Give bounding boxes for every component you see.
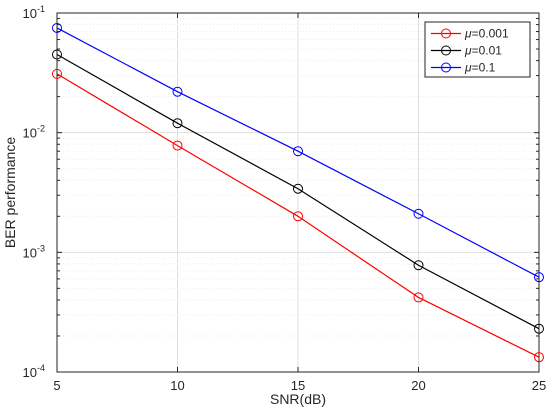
y-tick-label: 10-4 (23, 363, 45, 380)
data-point (172, 140, 183, 151)
data-point (52, 49, 62, 60)
y-tick-label: 10-3 (23, 243, 45, 260)
series (52, 22, 544, 363)
legend-item: μ=0.1 (431, 61, 496, 75)
data-point (413, 292, 424, 303)
legend-marker (441, 62, 451, 73)
data-point (534, 323, 544, 334)
series-2 (52, 49, 544, 334)
x-tick-label: 20 (411, 378, 425, 393)
data-point (413, 208, 424, 219)
legend-label: μ=0.001 (464, 27, 509, 41)
tick-labels: 5 10 15 20 25 10-1 10-2 10-3 10-4 (23, 4, 547, 393)
data-point (293, 211, 303, 222)
legend-item: μ=0.001 (431, 27, 509, 41)
data-point (534, 272, 544, 283)
data-point (52, 22, 62, 33)
data-point (293, 183, 303, 194)
legend-label: μ=0.1 (464, 61, 496, 75)
data-point (413, 260, 424, 271)
series-line (56, 73, 540, 358)
x-tick-label: 15 (291, 378, 305, 393)
legend: μ=0.001 μ=0.01 μ=0.1 (424, 21, 531, 78)
x-tick-label: 5 (53, 378, 60, 393)
legend-marker (441, 28, 451, 39)
series-3 (52, 22, 544, 283)
series-line (56, 27, 540, 278)
y-axis-label: BER performance (2, 137, 18, 248)
data-point (52, 68, 62, 79)
grid (57, 13, 539, 372)
series-line (56, 53, 540, 330)
x-tick-label: 10 (170, 378, 184, 393)
legend-marker (441, 45, 451, 56)
legend-item: μ=0.01 (431, 44, 502, 58)
x-axis-label: SNR(dB) (270, 391, 326, 407)
data-point (293, 146, 303, 157)
legend-label: μ=0.01 (464, 44, 502, 58)
ticks (56, 12, 540, 373)
series-1 (52, 68, 544, 363)
data-point (172, 86, 183, 97)
data-point (534, 352, 544, 363)
y-tick-label: 10-1 (23, 4, 45, 21)
x-tick-label: 25 (532, 378, 546, 393)
y-tick-label: 10-2 (23, 124, 45, 141)
data-point (172, 118, 183, 129)
